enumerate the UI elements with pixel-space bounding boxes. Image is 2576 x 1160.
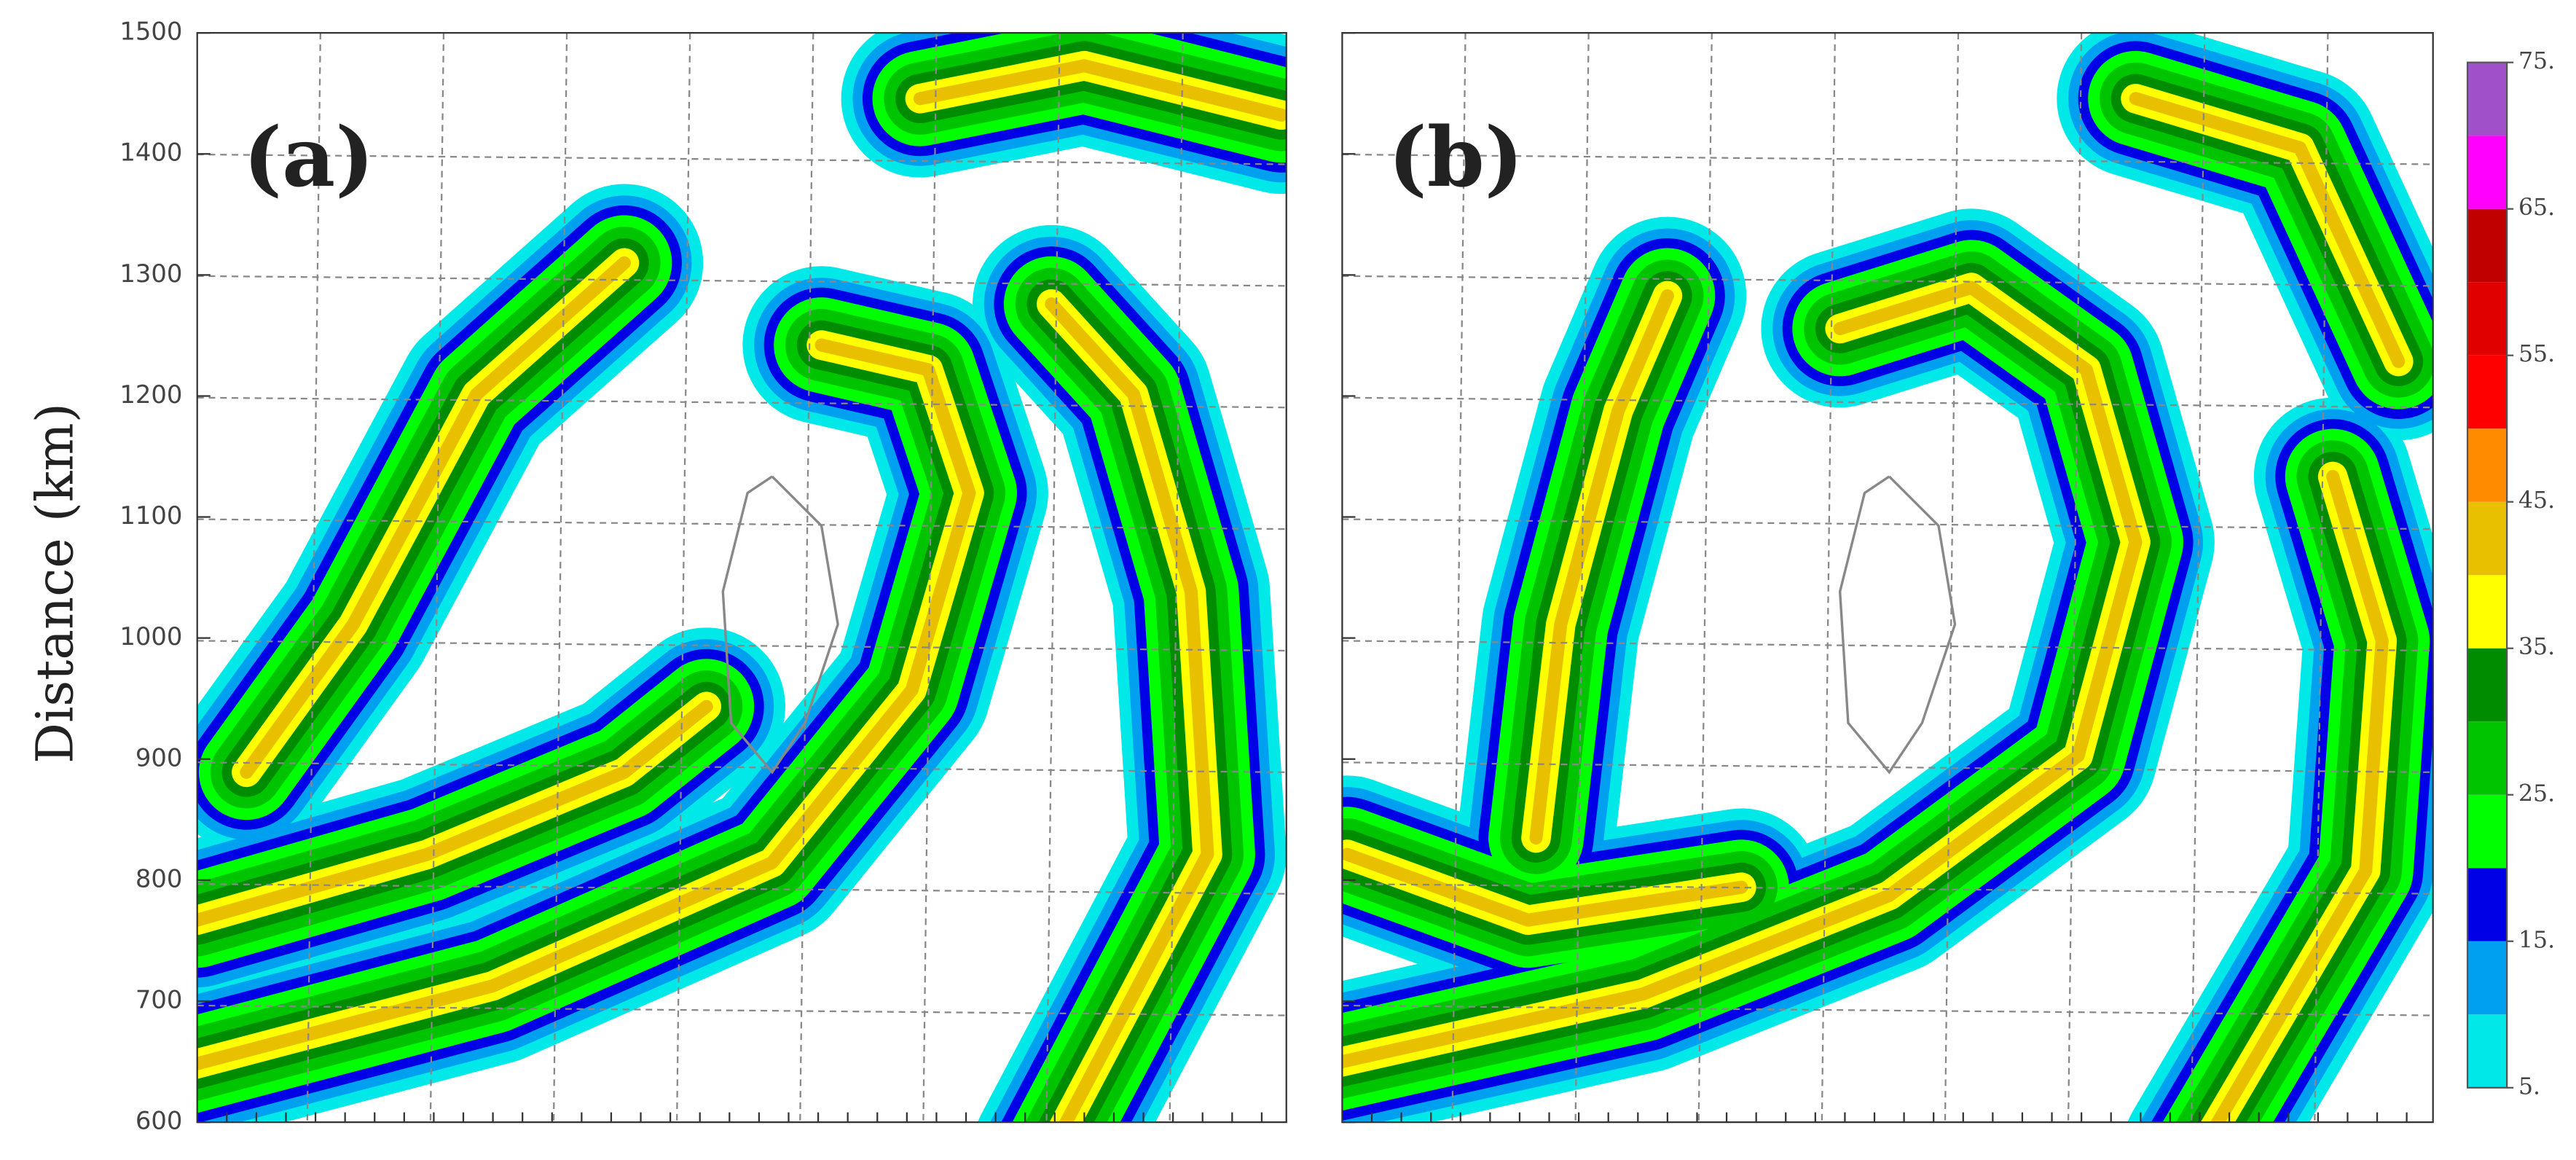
map-grid-line <box>197 883 1287 895</box>
panel-label: (b) <box>1389 109 1524 205</box>
panel-label: (a) <box>243 109 374 205</box>
colorbar-tick-label: 5. <box>2518 1073 2540 1100</box>
map-grid-line <box>1342 396 2433 409</box>
y-tick-label: 600 <box>136 1107 183 1135</box>
map-grid-line <box>2191 33 2206 1123</box>
colorbar-band <box>2467 648 2508 722</box>
colorbar-band <box>2467 208 2508 283</box>
colorbar-band <box>2467 62 2508 136</box>
map-grid-line <box>1451 33 1466 1123</box>
map-grid-line <box>922 33 938 1123</box>
map-grid-line <box>197 153 1287 165</box>
colorbar-band <box>2467 428 2508 502</box>
colorbar-band <box>2467 1014 2508 1088</box>
reflectivity-band <box>1529 289 1674 845</box>
y-tick-label: 1200 <box>119 380 182 409</box>
map-grid-line <box>1342 761 2433 773</box>
map-grid-line <box>197 640 1287 652</box>
reflectivity-band <box>2210 469 2389 1123</box>
colorbar-tick-label: 75. <box>2518 48 2555 74</box>
colorbar-tick-label: 25. <box>2518 780 2555 807</box>
map-grid-line <box>1944 33 1960 1123</box>
reflectivity-band <box>197 338 976 1071</box>
y-tick-label: 700 <box>136 986 183 1014</box>
colorbar-tick-label: 45. <box>2518 487 2555 514</box>
colorbar-band <box>2467 721 2508 795</box>
reflectivity-band <box>1342 847 1748 927</box>
y-tick-label: 1100 <box>119 501 182 530</box>
map-grid-line <box>1342 518 2433 530</box>
y-tick-label: 1400 <box>119 138 182 167</box>
map-grid-line <box>799 33 814 1123</box>
colorbar-band <box>2467 575 2508 648</box>
y-tick-label: 1500 <box>119 17 182 46</box>
map-grid-line <box>1342 640 2433 652</box>
colorbar-tick-label: 35. <box>2518 634 2555 660</box>
map-grid-line <box>1342 275 2433 287</box>
colorbar-band <box>2467 868 2508 941</box>
reflectivity-band <box>1342 281 2143 1069</box>
map-grid-line <box>197 396 1287 409</box>
coastline <box>1838 475 1957 775</box>
y-axis-label: Distance (km) <box>25 403 85 764</box>
reflectivity-band <box>2129 92 2406 369</box>
map-grid-line <box>1697 33 1713 1123</box>
y-tick-label: 800 <box>136 864 183 893</box>
map-grid-line <box>1821 33 1837 1123</box>
colorbar-tick-label: 65. <box>2518 195 2555 221</box>
colorbar-band <box>2467 282 2508 356</box>
y-tick-label: 900 <box>136 743 183 772</box>
map-grid-line <box>1342 153 2433 165</box>
panel-frame <box>1341 31 2434 1124</box>
map-grid-line <box>197 761 1287 773</box>
reflectivity-band <box>197 699 713 927</box>
panel-frame <box>196 31 1287 1124</box>
colorbar-band <box>2467 794 2508 869</box>
map-grid-line <box>2067 33 2083 1123</box>
y-tick-label: 1300 <box>119 259 182 288</box>
colorbar-band <box>2467 501 2508 576</box>
coastline <box>721 475 839 775</box>
colorbar-band <box>2467 941 2508 1015</box>
map-grid-line <box>197 275 1287 287</box>
map-grid-line <box>1342 1004 2433 1016</box>
reflectivity-band <box>240 256 632 779</box>
colorbar-band <box>2467 136 2508 209</box>
map-grid-line <box>197 518 1287 530</box>
map-grid-line <box>1169 33 1184 1123</box>
map-grid-line <box>2314 33 2329 1123</box>
colorbar-tick-label: 55. <box>2518 341 2555 367</box>
colorbar-frame <box>2466 61 2508 1089</box>
colorbar-band <box>2467 355 2508 429</box>
map-grid-line <box>552 33 568 1123</box>
map-grid-line <box>306 33 321 1123</box>
map-grid-line <box>1574 33 1590 1123</box>
map-grid-line <box>1342 883 2433 895</box>
radar-imagery <box>197 33 1287 1123</box>
reflectivity-band <box>1045 297 1214 1123</box>
map-grid-line <box>1045 33 1061 1123</box>
colorbar-tick-label: 15. <box>2518 927 2555 953</box>
map-grid-line <box>429 33 445 1123</box>
radar-imagery <box>1342 33 2433 1123</box>
map-grid-line <box>197 1004 1287 1016</box>
map-grid-line <box>676 33 691 1123</box>
y-tick-label: 1000 <box>119 622 182 651</box>
reflectivity-band <box>913 59 1287 122</box>
